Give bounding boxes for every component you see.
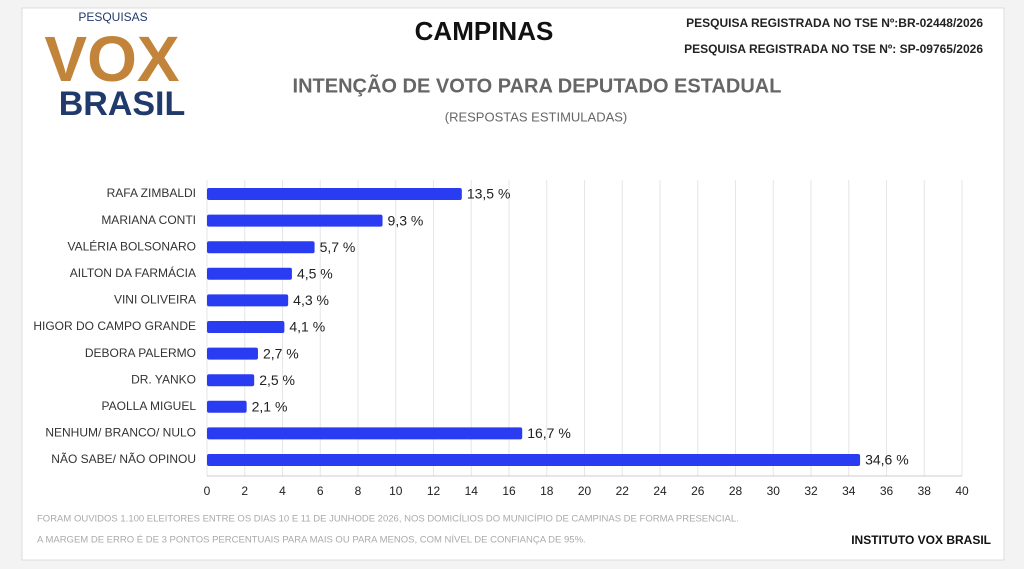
- x-tick-label: 22: [616, 484, 630, 498]
- category-label: HIGOR DO CAMPO GRANDE: [33, 319, 196, 333]
- value-label: 4,5 %: [297, 266, 333, 282]
- bar: [207, 374, 255, 387]
- bar: [207, 214, 383, 227]
- category-label: DR. YANKO: [131, 372, 196, 386]
- category-label: VALÉRIA BOLSONARO: [68, 238, 197, 253]
- value-label: 4,3 %: [293, 292, 329, 308]
- x-tick-label: 34: [842, 484, 856, 498]
- category-label: AILTON DA FARMÁCIA: [70, 265, 196, 280]
- x-tick-label: 2: [241, 484, 248, 498]
- bar: [207, 188, 462, 200]
- value-label: 13,5 %: [467, 186, 511, 202]
- x-tick-label: 18: [540, 484, 554, 498]
- bar: [207, 267, 292, 280]
- bar: [207, 241, 315, 254]
- value-label: 34,6 %: [865, 452, 909, 468]
- category-label: RAFA ZIMBALDI: [107, 186, 196, 200]
- source: INSTITUTO VOX BRASIL: [851, 533, 991, 547]
- value-label: 5,7 %: [320, 239, 356, 255]
- x-tick-label: 14: [465, 484, 479, 498]
- category-label: NÃO SABE/ NÃO OPINOU: [51, 452, 196, 466]
- x-tick-label: 0: [204, 484, 211, 498]
- x-tick-label: 4: [279, 484, 286, 498]
- card: [21, 7, 1005, 561]
- chart-note: (RESPOSTAS ESTIMULADAS): [445, 109, 628, 124]
- category-label: DEBORA PALERMO: [85, 346, 196, 360]
- footnote: A MARGEM DE ERRO É DE 3 PONTOS PERCENTUA…: [37, 535, 586, 546]
- value-label: 4,1 %: [289, 319, 325, 335]
- value-label: 2,7 %: [263, 345, 299, 361]
- x-tick-label: 24: [653, 484, 667, 498]
- footnote: FORAM OUVIDOS 1.100 ELEITORES ENTRE OS D…: [37, 514, 739, 525]
- value-label: 16,7 %: [527, 425, 571, 441]
- category-label: NENHUM/ BRANCO/ NULO: [45, 426, 196, 440]
- logo-bottom: BRASIL: [59, 85, 186, 123]
- logo-top: PESQUISAS: [78, 10, 147, 24]
- x-tick-label: 26: [691, 484, 705, 498]
- x-tick-label: 16: [502, 484, 516, 498]
- chart-title: CAMPINAS: [415, 16, 554, 46]
- bar: [207, 427, 523, 440]
- x-tick-label: 36: [880, 484, 894, 498]
- chart-subtitle: INTENÇÃO DE VOTO PARA DEPUTADO ESTADUAL: [293, 74, 782, 97]
- x-tick-label: 30: [767, 484, 781, 498]
- category-label: MARIANA CONTI: [101, 213, 196, 227]
- value-label: 2,5 %: [259, 372, 295, 388]
- bar: [207, 454, 861, 466]
- bar: [207, 294, 289, 307]
- value-label: 2,1 %: [252, 399, 288, 415]
- category-label: VINI OLIVEIRA: [114, 293, 196, 307]
- registration: PESQUISA REGISTRADA NO TSE Nº:BR-02448/2…: [686, 16, 983, 30]
- bar: [207, 321, 285, 333]
- x-tick-label: 12: [427, 484, 441, 498]
- x-tick-label: 10: [389, 484, 403, 498]
- value-label: 9,3 %: [388, 212, 424, 228]
- logo-main: VOX: [44, 23, 179, 95]
- x-tick-label: 38: [918, 484, 932, 498]
- category-label: PAOLLA MIGUEL: [102, 399, 197, 413]
- x-tick-label: 28: [729, 484, 743, 498]
- x-tick-label: 40: [955, 484, 969, 498]
- x-tick-label: 32: [804, 484, 818, 498]
- bar: [207, 400, 247, 413]
- x-tick-label: 20: [578, 484, 592, 498]
- x-tick-label: 8: [355, 484, 362, 498]
- x-tick-label: 6: [317, 484, 324, 498]
- registration: PESQUISA REGISTRADA NO TSE Nº: SP-09765/…: [684, 42, 983, 56]
- bar: [207, 347, 258, 360]
